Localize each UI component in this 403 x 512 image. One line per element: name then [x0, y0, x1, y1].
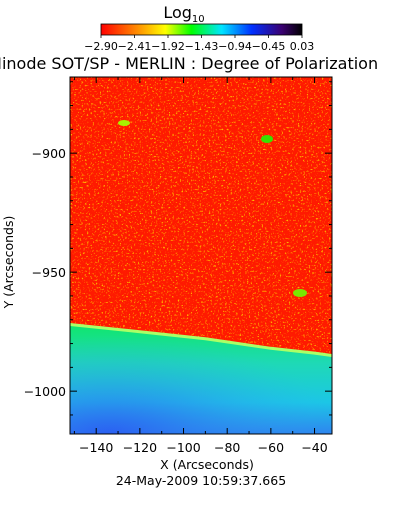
colorbar-tick-label: 0.03	[290, 40, 315, 53]
chart-title: Hinode SOT/SP - MERLIN : Degree of Polar…	[0, 54, 378, 73]
x-axis-label: X (Arcseconds)	[160, 457, 254, 472]
x-axis-ticks: −140 −120 −100 −80 −60 −40	[73, 77, 328, 455]
colorbar	[100, 23, 303, 36]
colorbar-tick-label: −1.92	[151, 40, 185, 53]
x-tick-label: −120	[123, 440, 157, 455]
bright-feature-2	[261, 135, 273, 143]
x-tick-label: −60	[258, 440, 284, 455]
y-axis-label: Y (Arcseconds)	[1, 216, 16, 310]
x-tick-label: −140	[79, 440, 113, 455]
disk-speckle	[70, 77, 332, 377]
timestamp: 24-May-2009 10:59:37.665	[116, 473, 286, 488]
colorbar-tick-label: −1.43	[185, 40, 219, 53]
colorbar-tick-label: −0.94	[218, 40, 252, 53]
plot-frame	[69, 76, 333, 435]
x-tick-label: −80	[214, 440, 240, 455]
y-tick-label: −900	[32, 146, 66, 161]
x-tick-label: −40	[301, 440, 327, 455]
y-axis-ticks: −900 −950 −1000	[24, 81, 332, 416]
limb-line	[70, 323, 332, 357]
colorbar-tick-label: −0.45	[252, 40, 286, 53]
off-limb-blue-region	[70, 324, 332, 434]
bright-feature-1	[118, 120, 130, 126]
y-tick-label: −950	[32, 265, 66, 280]
colorbar-tick-labels: −2.90 −2.41 −1.92 −1.43 −0.94 −0.45 0.03	[84, 35, 314, 53]
bright-feature-3	[293, 289, 307, 297]
colorbar-tick-label: −2.41	[118, 40, 152, 53]
x-tick-label: −100	[166, 440, 200, 455]
colorbar-tick-label: −2.90	[84, 40, 118, 53]
y-tick-label: −1000	[24, 384, 66, 399]
plot-image	[70, 77, 332, 434]
colorbar-title: Log10	[163, 3, 204, 25]
